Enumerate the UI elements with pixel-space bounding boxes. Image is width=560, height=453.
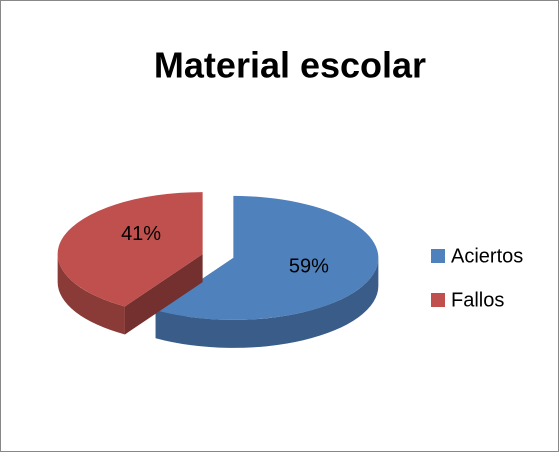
legend-swatch	[431, 249, 445, 263]
legend-label: Aciertos	[451, 245, 523, 267]
legend-swatch	[431, 293, 445, 307]
data-label: 59%	[289, 256, 329, 278]
slice-wall	[57, 254, 125, 335]
slice-side	[124, 254, 203, 335]
slice-wall	[155, 257, 379, 348]
data-label: 41%	[121, 223, 161, 245]
pie-slice	[57, 192, 203, 307]
legend-label: Fallos	[451, 289, 504, 311]
chart-title: Material escolar	[154, 45, 426, 86]
pie-slice	[155, 195, 379, 320]
